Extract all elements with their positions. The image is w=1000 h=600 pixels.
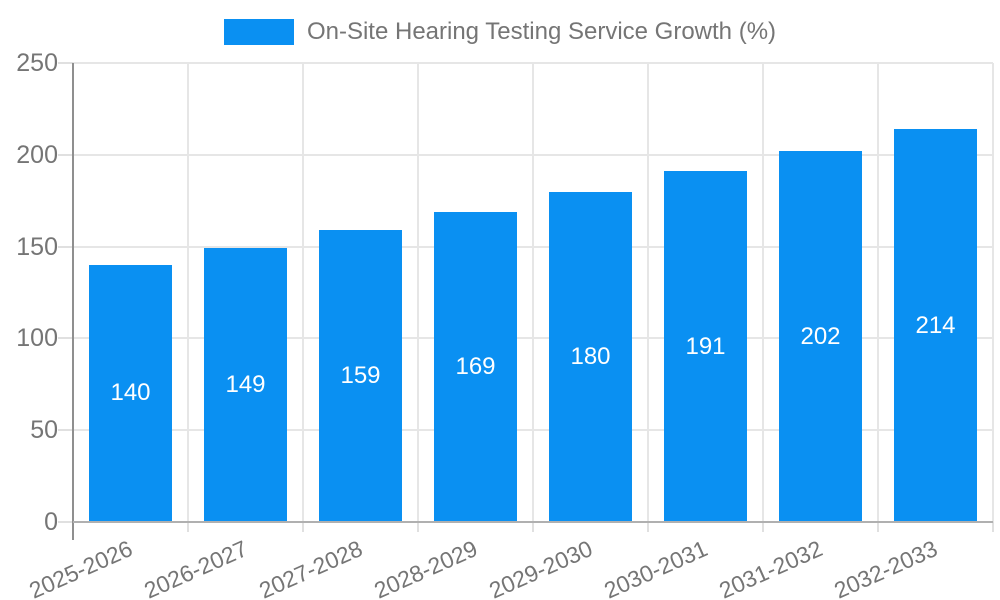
bar: 214 xyxy=(894,129,977,522)
y-axis-line xyxy=(72,63,74,522)
x-tick xyxy=(532,522,534,532)
x-tick xyxy=(992,522,994,532)
bar-value-label: 140 xyxy=(110,379,151,407)
x-tick xyxy=(72,522,74,540)
y-axis-tick-label: 150 xyxy=(16,232,58,261)
x-gridline xyxy=(417,63,419,522)
x-gridline xyxy=(187,63,189,522)
bar: 191 xyxy=(664,171,747,522)
y-tick xyxy=(58,153,73,156)
bar-value-label: 191 xyxy=(685,332,726,360)
bar-value-label: 149 xyxy=(225,371,266,399)
y-tick xyxy=(58,521,73,523)
legend: On-Site Hearing Testing Service Growth (… xyxy=(0,17,1000,47)
bar-value-label: 202 xyxy=(800,322,841,350)
x-gridline xyxy=(647,63,649,522)
x-tick xyxy=(762,522,764,532)
x-tick xyxy=(417,522,419,532)
y-axis-tick-label: 250 xyxy=(16,49,58,77)
y-tick xyxy=(58,62,73,64)
bar: 169 xyxy=(434,211,517,522)
x-gridline xyxy=(762,63,764,522)
bar-value-label: 214 xyxy=(915,311,956,339)
bar: 149 xyxy=(204,248,287,522)
y-axis-tick-label: 200 xyxy=(16,140,58,169)
y-axis-tick-label: 100 xyxy=(16,324,58,353)
bar: 159 xyxy=(319,230,402,522)
x-tick xyxy=(302,522,304,532)
bar-value-label: 180 xyxy=(570,342,611,370)
y-axis-tick-label: 50 xyxy=(30,416,58,445)
x-gridline xyxy=(877,63,879,522)
x-tick xyxy=(647,522,649,532)
bar: 180 xyxy=(549,191,632,522)
x-tick xyxy=(187,522,189,532)
legend-label: On-Site Hearing Testing Service Growth (… xyxy=(306,18,777,45)
y-tick xyxy=(58,337,73,340)
bar-value-label: 159 xyxy=(340,362,381,390)
x-gridline xyxy=(532,63,534,522)
y-tick xyxy=(58,245,73,248)
y-axis-tick-label: 0 xyxy=(44,508,58,536)
x-gridline xyxy=(992,63,994,522)
bar-value-label: 169 xyxy=(455,352,496,380)
x-axis-line xyxy=(73,521,993,523)
legend-swatch xyxy=(223,19,294,45)
bar: 140 xyxy=(89,264,172,522)
x-gridline xyxy=(302,63,304,522)
x-tick xyxy=(877,522,879,532)
bar: 202 xyxy=(779,151,862,522)
y-tick xyxy=(58,429,73,432)
